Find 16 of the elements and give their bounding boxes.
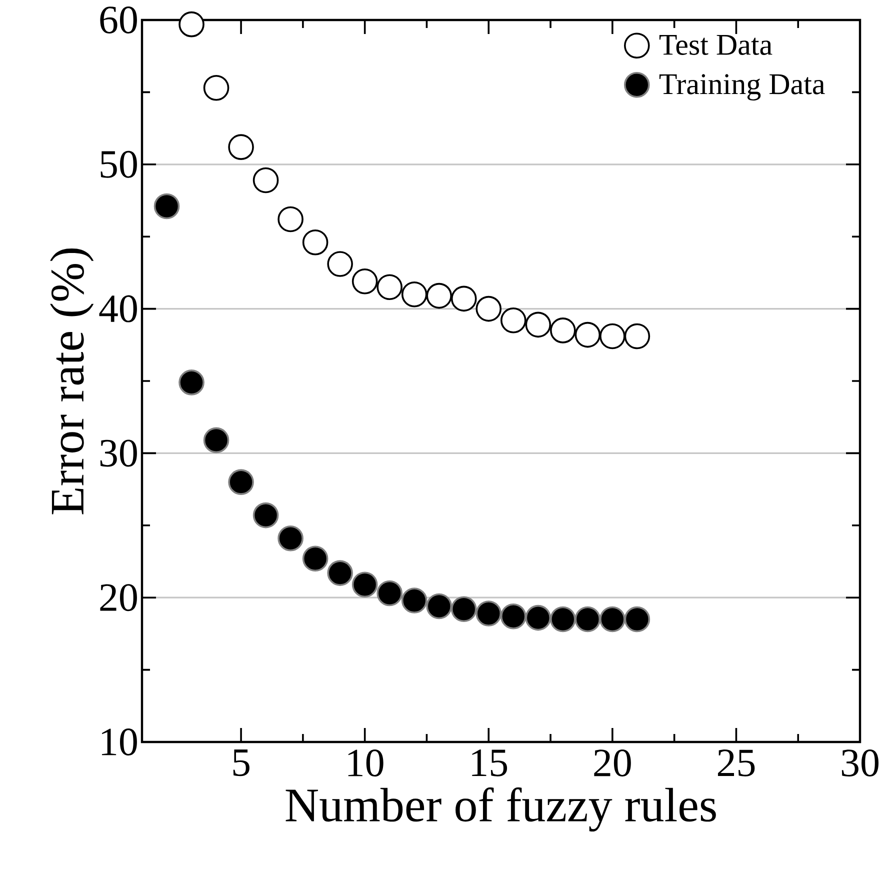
x-axis-title: Number of fuzzy rules [286,787,716,832]
x-tick-label: 10 [348,750,384,777]
y-tick-label: 30 [100,440,137,467]
y-axis-title: Error rate (%) [50,248,94,514]
y-tick-label: 50 [100,150,137,178]
legend-label: Training Data [659,74,825,101]
x-tick-label: 25 [718,750,755,776]
x-tick-label: 20 [594,750,631,777]
legend-label: Test Data [659,35,772,55]
x-tick-label: 5 [233,750,250,776]
y-tick-label: 40 [99,295,137,322]
y-tick-label: 20 [100,584,137,612]
x-tick-label: 15 [472,750,508,776]
y-tick-label: 60 [100,6,137,34]
y-tick-label: 10 [102,728,137,756]
x-tick-label: 30 [842,750,878,777]
